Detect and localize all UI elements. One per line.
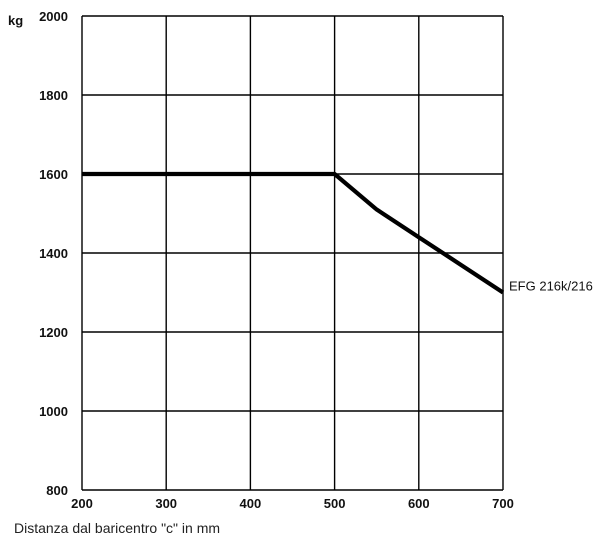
y-tick-label: 1600 [39,167,68,182]
x-tick-label: 400 [240,496,262,511]
x-tick-label: 700 [492,496,514,511]
x-tick-label: 300 [155,496,177,511]
y-tick-label: 1400 [39,246,68,261]
y-tick-label: 1200 [39,325,68,340]
x-axis-label: Distanza dal baricentro "c" in mm [14,520,221,536]
x-tick-label: 500 [324,496,346,511]
x-tick-label: 200 [71,496,93,511]
x-tick-label: 600 [408,496,430,511]
y-tick-label: 2000 [39,9,68,24]
y-axis-label: kg [8,13,23,28]
tick-labels: 200 300 400 500 600 700 800 1000 1200 1400 1600 180… [39,9,514,511]
y-tick-label: 800 [46,483,68,498]
y-tick-label: 1000 [39,404,68,419]
series-line [82,171,505,295]
series-layer: EFG 216k/216 [82,171,593,295]
y-tick-label: 1800 [39,88,68,103]
series-label: EFG 216k/216 [509,279,593,294]
